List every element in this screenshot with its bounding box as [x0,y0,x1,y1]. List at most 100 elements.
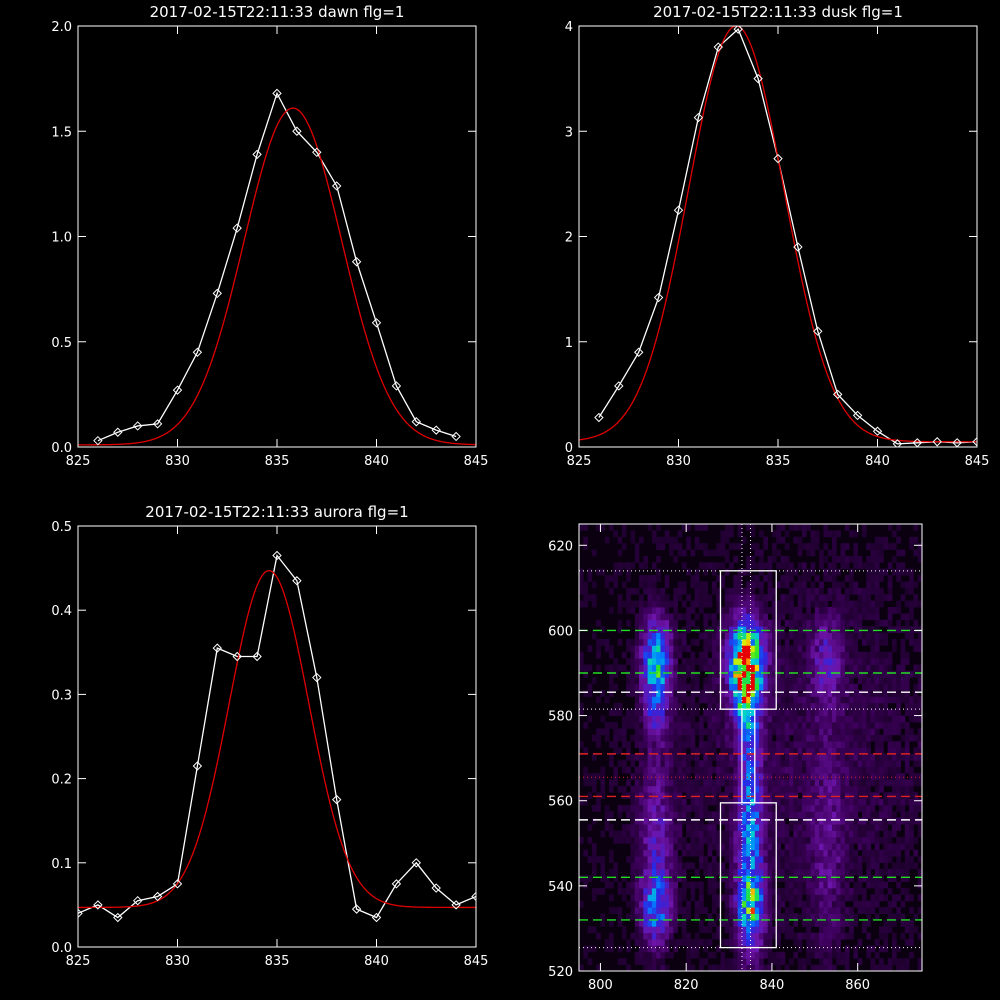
y-tick-label: 0.1 [51,857,72,872]
data-point-marker [693,112,704,123]
y-tick-label: 520 [548,965,573,980]
x-tick-label: 845 [464,454,489,469]
x-tick-label: 830 [666,454,691,469]
data-point-marker [292,576,302,586]
y-tick-label: 3 [565,125,573,140]
data-point-marker [852,410,863,421]
data-point-marker [371,318,382,328]
data-point-marker [972,437,977,447]
data-point-marker [312,672,322,683]
data-point-marker [594,412,604,423]
y-tick-label: 0 [565,441,573,456]
data-point-marker [272,550,282,561]
chart-title: 2017-02-15T22:11:33 dusk flg=1 [653,3,903,21]
observed-series-line [598,28,977,445]
image-panel: 800 820 840 860 520 540 560 580 600 620 [548,523,923,993]
data-point-marker [713,42,724,52]
data-point-marker [431,883,441,893]
y-tick-label: 0.2 [51,773,72,788]
y-tick-label: 4 [565,20,573,35]
plot-frame [77,25,477,448]
data-point-marker [932,437,942,447]
data-point-marker [371,912,382,923]
data-point-marker [773,153,783,164]
chart-title: 2017-02-15T22:11:33 aurora flg=1 [145,503,408,521]
x-tick-label: 825 [567,454,592,469]
y-tick-label: 0.3 [51,688,72,703]
data-point-marker [252,651,262,662]
fit-series-line [78,569,476,909]
data-point-marker [78,908,83,919]
data-point-marker [471,891,476,902]
data-point-marker [113,427,123,437]
data-point-marker [93,900,103,910]
dusk-plot-area [579,26,977,447]
observed-series-line [78,553,476,919]
plot-frame [578,523,923,972]
data-point-marker [653,292,664,303]
data-point-marker [212,643,223,653]
y-tick-label: 560 [548,795,573,810]
x-tick-label: 825 [66,954,91,969]
data-point-marker [431,425,441,435]
plot-frame [77,525,477,948]
x-tick-label: 835 [265,454,290,469]
y-tick-label: 1.0 [51,231,72,246]
y-tick-label: 2.0 [51,20,72,35]
region-box [741,708,756,804]
x-tick-label: 835 [766,454,791,469]
y-tick-label: 0.4 [51,604,72,619]
data-point-marker [292,126,302,136]
observed-series-line [97,91,457,442]
x-tick-label: 800 [588,978,613,993]
chart-title: 2017-02-15T22:11:33 dawn flg=1 [150,3,405,21]
dawn-plot-area [78,88,476,446]
data-point-marker [212,288,223,299]
data-point-marker [272,88,282,99]
plot-frame [578,25,978,448]
x-tick-label: 840 [865,454,890,469]
x-tick-label: 840 [760,978,785,993]
data-point-marker [192,761,203,771]
data-point-marker [93,435,103,446]
data-point-marker [872,426,883,436]
y-tick-label: 1 [565,336,573,351]
data-point-marker [351,257,362,267]
data-point-marker [813,326,823,336]
data-point-marker [152,419,163,429]
x-tick-label: 840 [364,454,389,469]
y-tick-label: 0.5 [51,336,72,351]
data-point-marker [172,385,183,395]
x-tick-label: 820 [674,978,699,993]
aurora-plot-area [78,550,476,923]
y-tick-label: 0.0 [51,941,72,956]
data-point-marker [192,347,203,357]
data-point-marker [892,439,903,447]
data-point-marker [331,794,342,805]
data-point-marker [451,900,461,910]
data-point-marker [152,891,163,902]
data-point-marker [411,858,422,868]
x-tick-label: 845 [965,454,990,469]
heatmap-cells [579,524,922,971]
data-point-marker [832,389,843,400]
aurora-spectrum-panel: 825 830 835 840 845 0.0 0.1 0.2 0.3 0.4 0.5 2017-02… [51,503,488,969]
x-tick-label: 825 [66,454,91,469]
data-point-marker [252,149,262,160]
x-tick-label: 860 [845,978,870,993]
y-tick-label: 0.0 [51,441,72,456]
data-point-marker [232,651,242,662]
x-tick-label: 835 [265,954,290,969]
data-point-marker [451,431,461,442]
fit-series-line [579,26,977,443]
data-point-marker [733,26,743,34]
y-tick-label: 620 [548,539,573,554]
data-point-marker [793,242,803,252]
data-point-marker [312,147,322,158]
dawn-spectrum-panel: 825 830 835 840 845 0.0 0.5 1.0 1.5 2.0 2017-02-15… [51,3,488,469]
data-point-marker [172,879,183,889]
y-tick-label: 580 [548,710,573,725]
data-point-marker [331,181,342,191]
data-point-marker [633,347,644,357]
